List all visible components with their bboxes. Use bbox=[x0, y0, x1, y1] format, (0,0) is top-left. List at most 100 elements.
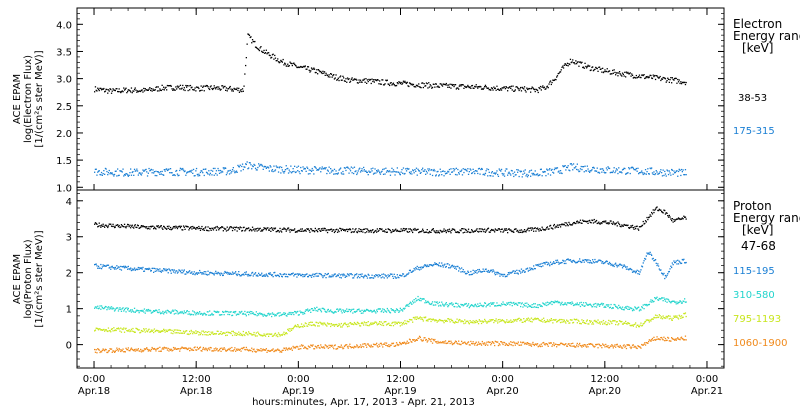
proton-point-47-68 bbox=[379, 228, 382, 230]
proton-point-310-580 bbox=[581, 304, 583, 306]
electron-point-175-315 bbox=[592, 167, 594, 169]
electron-point-38-53 bbox=[140, 90, 142, 93]
proton-point-47-68 bbox=[533, 227, 536, 229]
electron-point-175-315 bbox=[443, 175, 445, 177]
proton-point-47-68 bbox=[454, 229, 456, 231]
electron-point-38-53 bbox=[181, 87, 183, 89]
electron-point-175-315 bbox=[602, 168, 604, 170]
proton-point-47-68 bbox=[213, 227, 215, 229]
electron-point-38-53 bbox=[199, 90, 201, 92]
electron-point-175-315 bbox=[179, 167, 182, 169]
proton-point-310-580 bbox=[227, 313, 229, 316]
proton-point-310-580 bbox=[655, 297, 657, 299]
proton-point-310-580 bbox=[564, 302, 566, 304]
electron-point-175-315 bbox=[448, 171, 450, 173]
proton-point-47-68 bbox=[350, 231, 352, 234]
proton-point-115-195 bbox=[262, 274, 264, 276]
electron-point-175-315 bbox=[128, 174, 130, 176]
electron-point-175-315 bbox=[291, 171, 293, 173]
proton-point-115-195 bbox=[335, 275, 337, 278]
electron-point-38-53 bbox=[620, 74, 622, 76]
proton-point-310-580 bbox=[121, 308, 123, 310]
proton-point-47-68 bbox=[247, 227, 249, 230]
proton-point-115-195 bbox=[680, 262, 683, 264]
proton-point-115-195 bbox=[399, 274, 401, 276]
electron-point-175-315 bbox=[271, 170, 273, 172]
electron-point-38-53 bbox=[285, 65, 287, 67]
proton-point-310-580 bbox=[323, 308, 326, 311]
proton-point-47-68 bbox=[635, 225, 637, 228]
electron-point-38-53 bbox=[274, 54, 276, 57]
proton-point-795-1193 bbox=[415, 316, 417, 318]
proton-point-115-195 bbox=[406, 273, 408, 275]
proton-point-795-1193 bbox=[315, 321, 317, 323]
proton-point-795-1193 bbox=[582, 320, 585, 322]
electron-point-38-53 bbox=[155, 86, 157, 89]
electron-point-175-315 bbox=[393, 170, 395, 173]
electron-point-175-315 bbox=[641, 170, 643, 172]
proton-point-1060-1900 bbox=[97, 348, 100, 351]
proton-point-1060-1900 bbox=[95, 349, 97, 351]
electron-point-38-53 bbox=[589, 65, 591, 67]
proton-point-47-68 bbox=[166, 228, 168, 230]
proton-point-310-580 bbox=[495, 305, 497, 307]
electron-point-175-315 bbox=[672, 173, 674, 175]
proton-point-47-68 bbox=[448, 228, 451, 230]
electron-point-38-53 bbox=[166, 89, 168, 91]
proton-point-47-68 bbox=[684, 216, 686, 218]
proton-point-795-1193 bbox=[330, 323, 333, 325]
proton-point-795-1193 bbox=[601, 321, 603, 323]
proton-point-310-580 bbox=[591, 306, 593, 308]
proton-point-1060-1900 bbox=[218, 349, 221, 351]
proton-point-115-195 bbox=[106, 264, 108, 266]
proton-point-795-1193 bbox=[575, 319, 577, 321]
proton-point-115-195 bbox=[127, 265, 129, 268]
proton-point-795-1193 bbox=[376, 322, 378, 324]
proton-point-47-68 bbox=[338, 230, 340, 233]
proton-point-115-195 bbox=[227, 273, 229, 275]
proton-point-795-1193 bbox=[453, 321, 455, 324]
proton-point-115-195 bbox=[539, 265, 541, 267]
proton-point-310-580 bbox=[663, 297, 665, 299]
proton-point-795-1193 bbox=[673, 315, 675, 317]
proton-point-310-580 bbox=[212, 314, 215, 316]
proton-point-795-1193 bbox=[277, 335, 279, 338]
electron-point-38-53 bbox=[422, 82, 424, 84]
electron-point-38-53 bbox=[452, 84, 454, 86]
proton-point-795-1193 bbox=[657, 316, 660, 318]
proton-point-115-195 bbox=[491, 271, 493, 273]
proton-point-1060-1900 bbox=[229, 347, 231, 349]
proton-point-47-68 bbox=[435, 230, 437, 232]
electron-point-38-53 bbox=[195, 86, 198, 88]
proton-point-115-195 bbox=[344, 276, 346, 278]
proton-point-310-580 bbox=[405, 305, 407, 307]
proton-point-310-580 bbox=[319, 308, 321, 310]
electron-point-175-315 bbox=[207, 173, 209, 175]
electron-point-38-53 bbox=[124, 88, 126, 90]
proton-point-115-195 bbox=[449, 267, 451, 269]
electron-point-175-315 bbox=[251, 165, 254, 167]
electron-point-175-315 bbox=[281, 166, 283, 169]
proton-point-795-1193 bbox=[290, 328, 292, 330]
electron-point-38-53 bbox=[377, 79, 379, 81]
electron-point-38-53 bbox=[274, 57, 277, 59]
proton-point-795-1193 bbox=[458, 320, 460, 322]
proton-point-47-68 bbox=[440, 230, 442, 232]
electron-point-38-53 bbox=[456, 87, 458, 89]
electron-point-38-53 bbox=[346, 77, 349, 79]
proton-point-795-1193 bbox=[287, 328, 289, 331]
proton-point-1060-1900 bbox=[138, 350, 140, 352]
proton-point-310-580 bbox=[205, 314, 208, 316]
proton-point-47-68 bbox=[488, 231, 490, 233]
proton-point-47-68 bbox=[279, 227, 281, 230]
proton-point-795-1193 bbox=[372, 322, 375, 324]
electron-point-38-53 bbox=[333, 78, 336, 80]
proton-point-115-195 bbox=[651, 258, 654, 260]
electron-point-38-53 bbox=[146, 89, 149, 91]
proton-point-115-195 bbox=[116, 265, 118, 267]
proton-point-795-1193 bbox=[605, 324, 608, 326]
proton-point-310-580 bbox=[196, 311, 198, 314]
proton-point-795-1193 bbox=[355, 323, 357, 325]
electron-point-175-315 bbox=[504, 170, 506, 172]
proton-point-115-195 bbox=[517, 272, 519, 274]
